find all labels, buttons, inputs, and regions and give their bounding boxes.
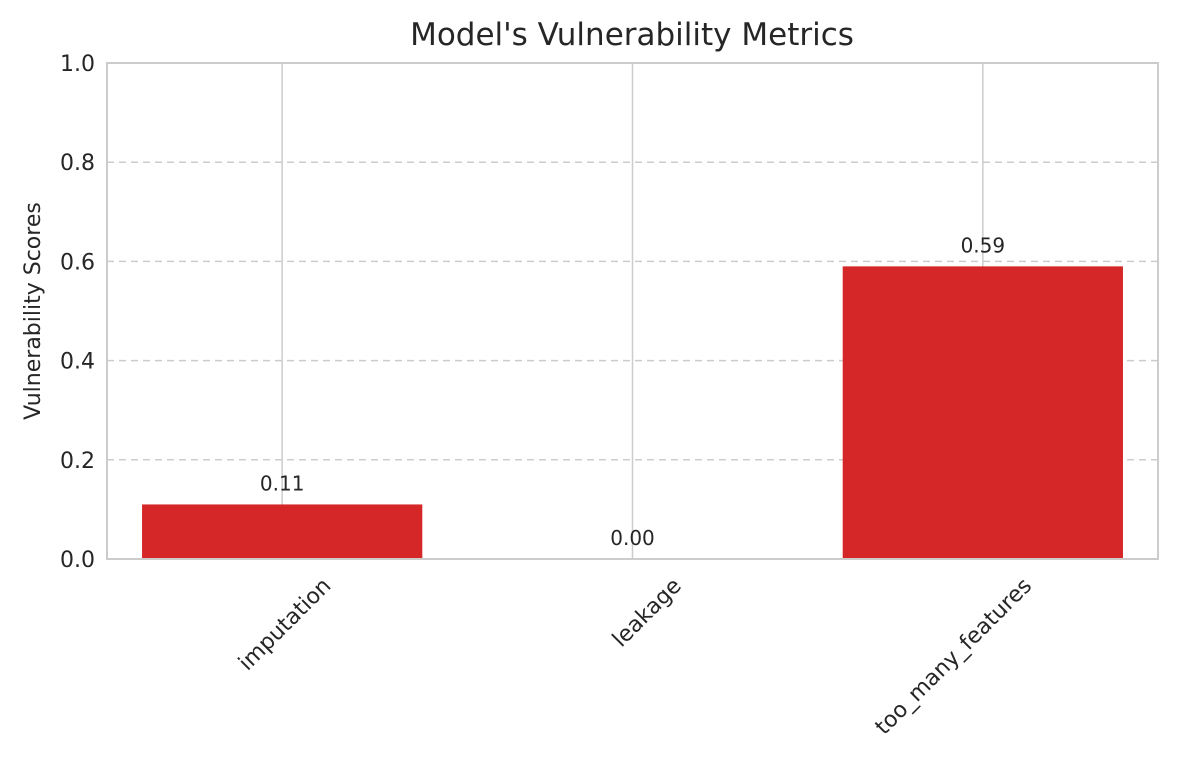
y-tick-label: 0.0: [60, 548, 95, 573]
chart-title: Model's Vulnerability Metrics: [410, 17, 854, 53]
data-label: 0.00: [610, 526, 655, 550]
y-tick-label: 0.8: [60, 151, 95, 176]
x-tick-label: leakage: [608, 574, 687, 653]
y-tick-label: 0.2: [60, 449, 95, 474]
bar-imputation: [142, 504, 423, 559]
y-axis-label: Vulnerability Scores: [21, 202, 46, 420]
x-tick-label: too_many_features: [871, 574, 1037, 740]
plot-frame: [106, 62, 1159, 560]
data-label: 0.59: [961, 233, 1006, 257]
y-tick-label: 0.6: [60, 250, 95, 275]
data-label-layer: 0.11 0.00 0.59: [260, 233, 1005, 550]
x-tick-label: imputation: [234, 574, 336, 676]
bar-layer: [142, 266, 1123, 559]
bar-too_many_features: [842, 266, 1123, 559]
y-tick-label: 1.0: [60, 52, 95, 77]
data-label: 0.11: [260, 471, 305, 495]
y-tick-label: 0.4: [60, 350, 95, 375]
